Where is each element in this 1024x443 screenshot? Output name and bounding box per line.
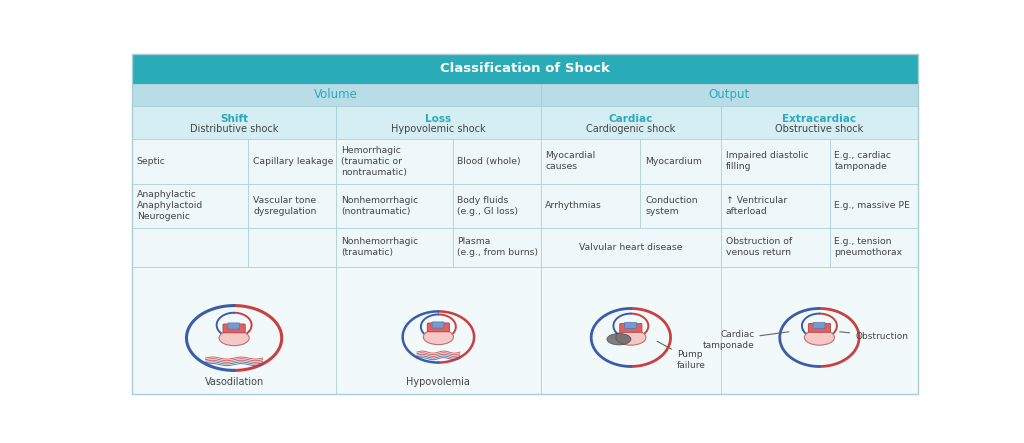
Text: Myocardial
causes: Myocardial causes: [545, 152, 596, 171]
Bar: [829, 228, 918, 267]
FancyBboxPatch shape: [625, 323, 637, 329]
Text: Distributive shock: Distributive shock: [189, 124, 279, 134]
Text: Shift: Shift: [220, 114, 248, 124]
Bar: [541, 139, 640, 183]
Text: Cardiac: Cardiac: [608, 114, 653, 124]
Bar: [132, 54, 918, 84]
Text: Cardiac
tamponade: Cardiac tamponade: [702, 330, 788, 350]
Text: Cardiogenic shock: Cardiogenic shock: [586, 124, 676, 134]
Bar: [640, 183, 721, 228]
Text: Loss: Loss: [425, 114, 452, 124]
FancyBboxPatch shape: [427, 323, 450, 332]
Text: Septic: Septic: [137, 157, 166, 166]
Text: E.g., cardiac
tamponade: E.g., cardiac tamponade: [835, 152, 892, 171]
Text: Vasodilation: Vasodilation: [205, 377, 264, 388]
FancyBboxPatch shape: [620, 323, 642, 332]
Text: Plasma
(e.g., from burns): Plasma (e.g., from burns): [458, 237, 539, 257]
FancyBboxPatch shape: [808, 323, 830, 332]
Text: E.g., massive PE: E.g., massive PE: [835, 201, 910, 210]
Bar: [541, 228, 721, 267]
Text: Impaired diastolic
filling: Impaired diastolic filling: [726, 152, 809, 171]
Bar: [541, 267, 721, 393]
Bar: [336, 139, 453, 183]
Ellipse shape: [423, 329, 454, 345]
Text: Nonhemorrhagic
(traumatic): Nonhemorrhagic (traumatic): [341, 237, 418, 257]
Text: Vascular tone
dysregulation: Vascular tone dysregulation: [253, 196, 316, 216]
Text: Body fluids
(e.g., GI loss): Body fluids (e.g., GI loss): [458, 196, 518, 216]
Text: Conduction
system: Conduction system: [645, 196, 697, 216]
Bar: [132, 106, 336, 139]
FancyBboxPatch shape: [223, 324, 245, 333]
Bar: [336, 228, 453, 267]
Text: Classification of Shock: Classification of Shock: [440, 62, 609, 75]
Text: Valvular heart disease: Valvular heart disease: [580, 243, 683, 252]
Text: Obstructive shock: Obstructive shock: [775, 124, 863, 134]
FancyBboxPatch shape: [227, 323, 240, 329]
Bar: [248, 183, 336, 228]
FancyBboxPatch shape: [432, 322, 444, 328]
Bar: [132, 84, 541, 106]
Bar: [541, 106, 721, 139]
Bar: [721, 183, 829, 228]
Ellipse shape: [804, 330, 835, 345]
Text: Arrhythmias: Arrhythmias: [545, 201, 602, 210]
Text: Output: Output: [709, 89, 750, 101]
Text: Obstruction of
venous return: Obstruction of venous return: [726, 237, 793, 257]
Bar: [721, 106, 918, 139]
Text: Obstruction: Obstruction: [840, 332, 908, 341]
Text: Myocardium: Myocardium: [645, 157, 701, 166]
Bar: [453, 183, 541, 228]
Text: Hypovolemia: Hypovolemia: [407, 377, 470, 388]
Text: E.g., tension
pneumothorax: E.g., tension pneumothorax: [835, 237, 902, 257]
Text: Pump
failure: Pump failure: [657, 341, 706, 369]
Text: Hypovolemic shock: Hypovolemic shock: [391, 124, 485, 134]
Text: ↑ Ventricular
afterload: ↑ Ventricular afterload: [726, 196, 787, 216]
Text: Capillary leakage: Capillary leakage: [253, 157, 334, 166]
Bar: [640, 139, 721, 183]
Bar: [132, 267, 336, 393]
Bar: [721, 139, 829, 183]
Bar: [721, 228, 829, 267]
Text: Volume: Volume: [314, 89, 358, 101]
Bar: [248, 228, 336, 267]
Bar: [336, 106, 541, 139]
Ellipse shape: [615, 330, 646, 345]
Bar: [453, 228, 541, 267]
FancyBboxPatch shape: [813, 323, 825, 329]
Text: Hemorrhagic
(traumatic or
nontraumatic): Hemorrhagic (traumatic or nontraumatic): [341, 146, 407, 177]
Bar: [336, 183, 453, 228]
Bar: [829, 139, 918, 183]
Bar: [541, 183, 640, 228]
Bar: [336, 267, 541, 393]
Bar: [829, 183, 918, 228]
Text: Nonhemorrhagic
(nontraumatic): Nonhemorrhagic (nontraumatic): [341, 196, 418, 216]
Bar: [453, 139, 541, 183]
Text: Anaphylactic
Anaphylactoid
Neurogenic: Anaphylactic Anaphylactoid Neurogenic: [137, 190, 203, 222]
Ellipse shape: [607, 334, 631, 345]
Bar: [248, 139, 336, 183]
Bar: [132, 183, 248, 228]
Bar: [132, 139, 248, 183]
Bar: [541, 84, 918, 106]
Bar: [132, 228, 248, 267]
Text: Extracardiac: Extracardiac: [782, 114, 856, 124]
Text: Blood (whole): Blood (whole): [458, 157, 521, 166]
Bar: [721, 267, 918, 393]
Ellipse shape: [219, 330, 249, 346]
